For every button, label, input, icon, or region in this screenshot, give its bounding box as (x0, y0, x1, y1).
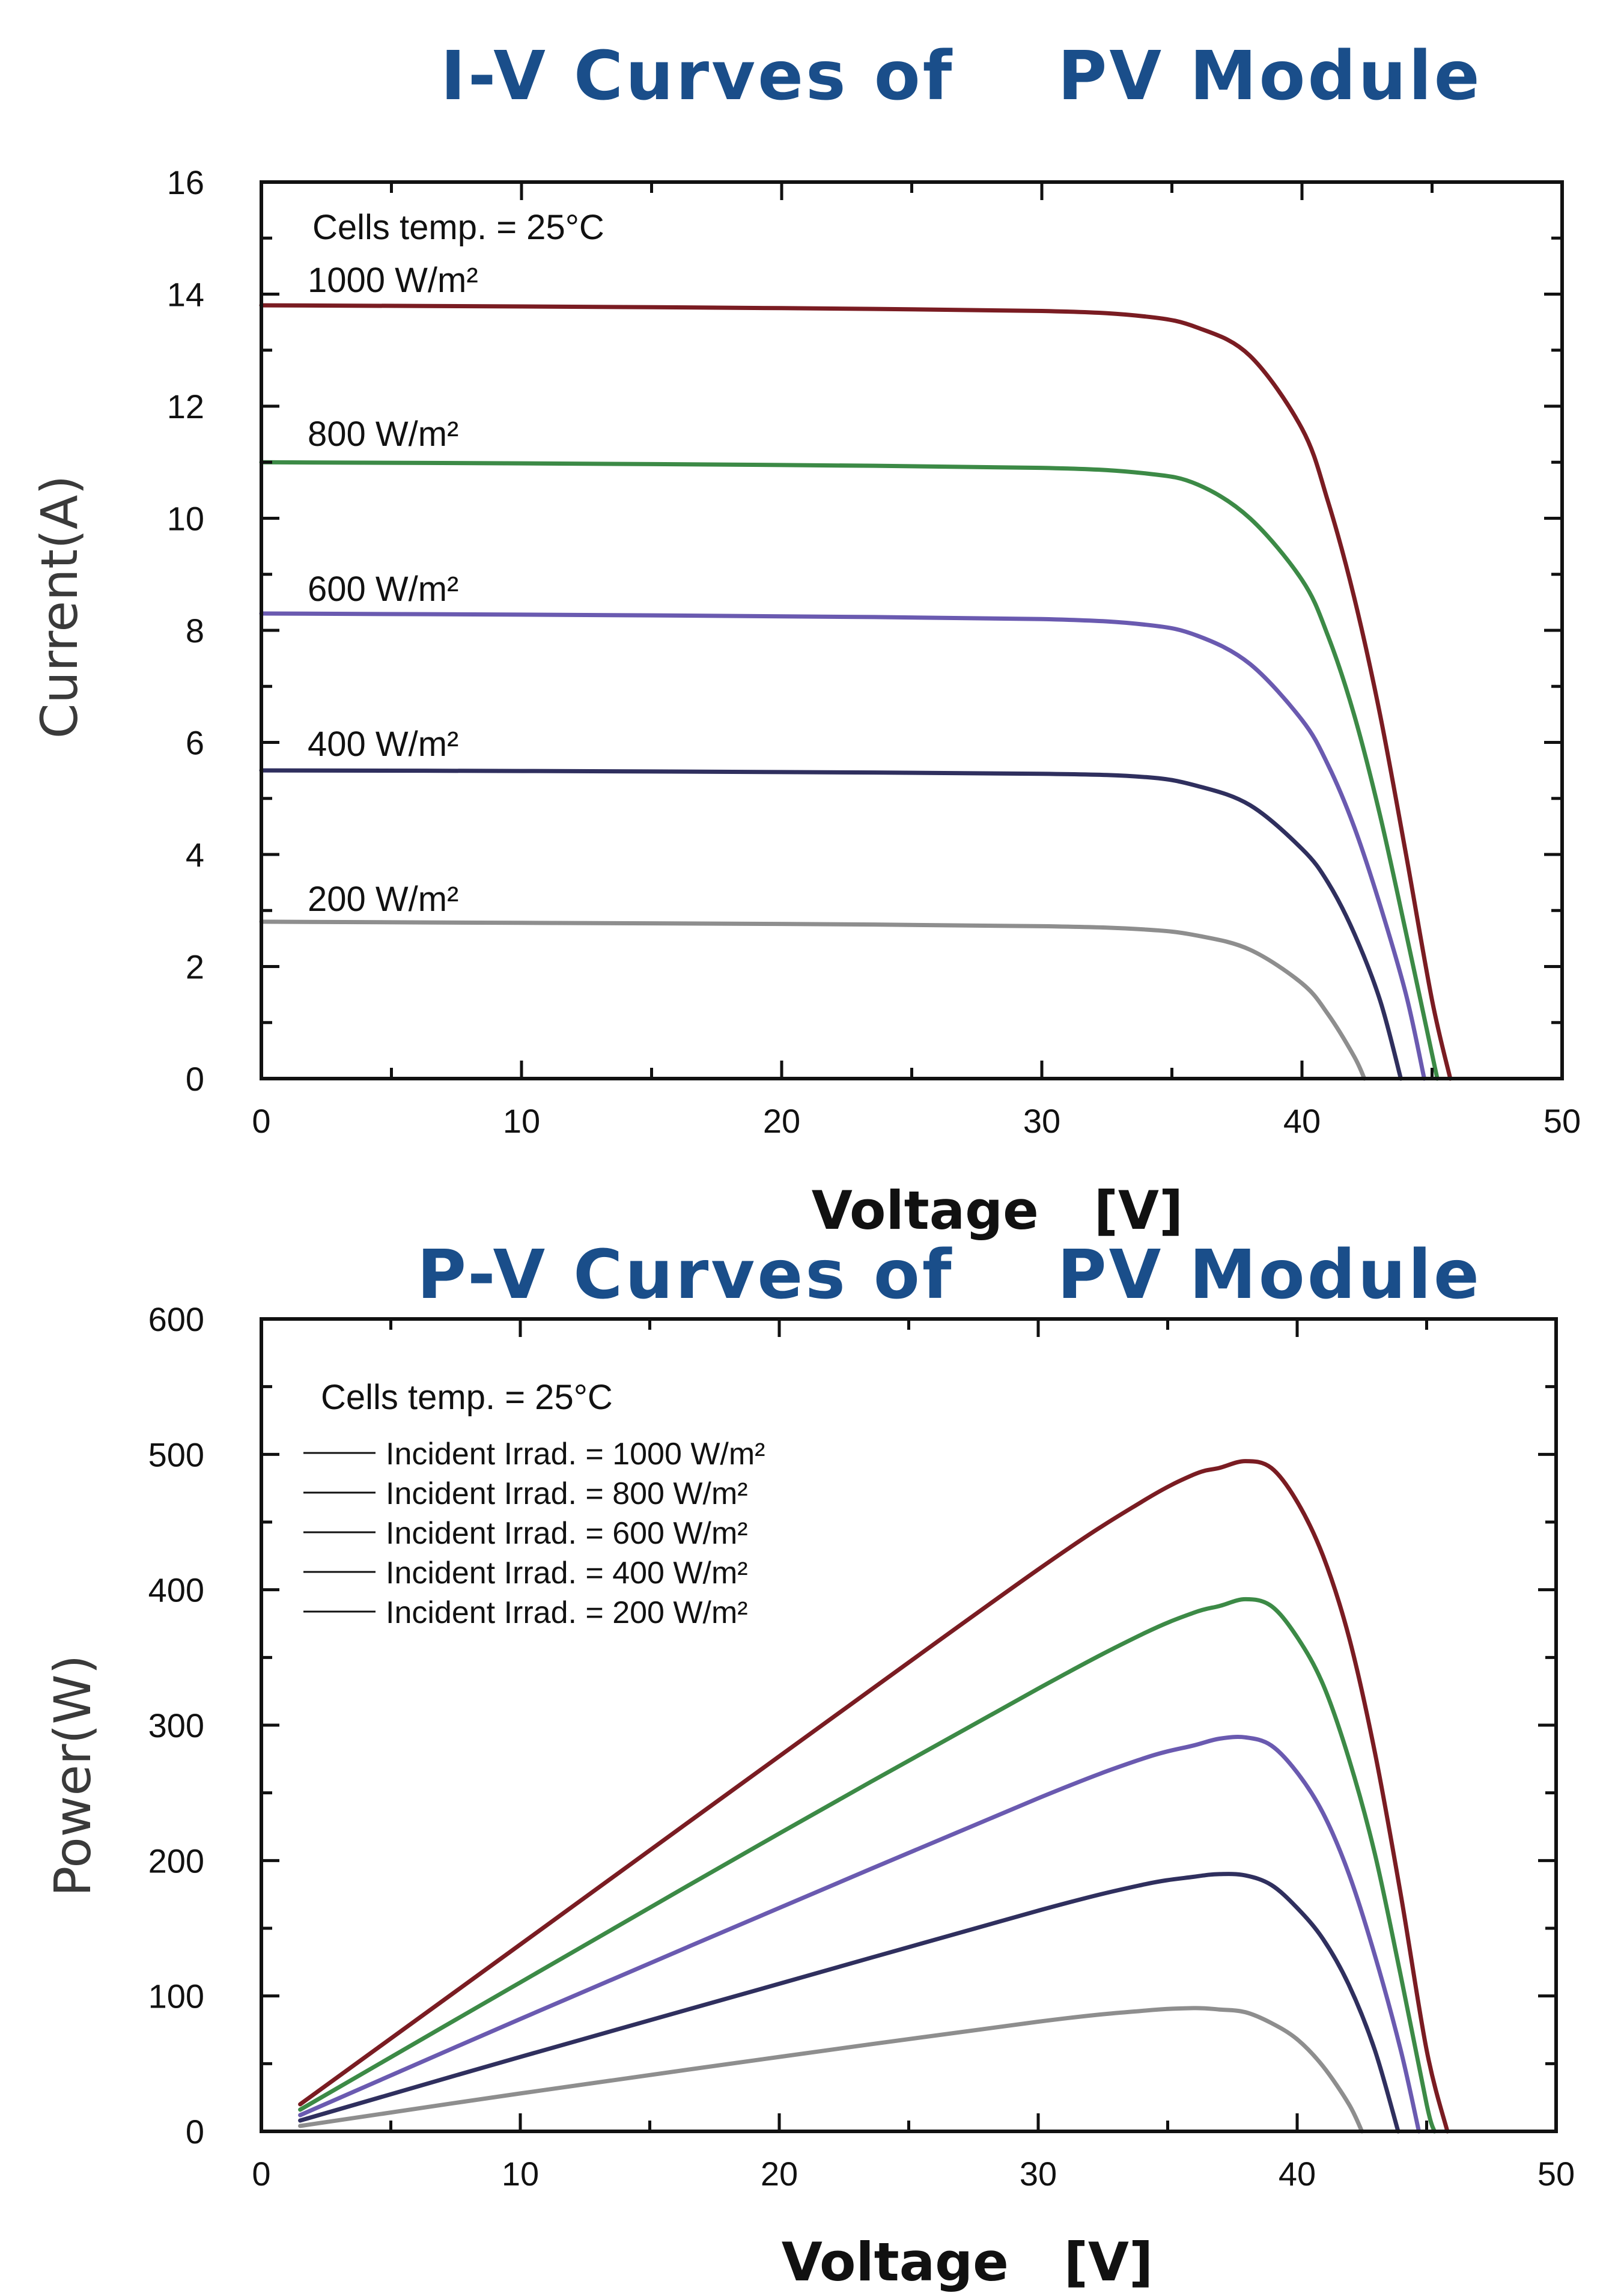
pv-series-line-1 (298, 1597, 1437, 2134)
iv-x-tick-label: 30 (1023, 1102, 1060, 1140)
iv-annotation-temp: Cells temp. = 25°C (312, 208, 604, 247)
iv-series-label-600: 600 W/m² (308, 570, 458, 609)
iv-series-label-200: 200 W/m² (308, 880, 458, 919)
iv-series-line-3 (259, 768, 1403, 1081)
iv-series-label-400: 400 W/m² (308, 725, 458, 764)
iv-series-line-4 (259, 919, 1367, 1081)
pv-y-tick-label: 600 (148, 1300, 204, 1338)
iv-y-tick-label: 14 (167, 276, 204, 314)
iv-y-tick-label: 4 (186, 836, 204, 874)
iv-y-tick-label: 16 (167, 163, 204, 201)
pv-legend-entry-600: Incident Irrad. = 600 W/m² (386, 1516, 748, 1551)
iv-x-tick-label: 20 (763, 1102, 800, 1140)
pv-series-line-2 (298, 1735, 1422, 2134)
iv-x-axis-label: Voltage [V] (812, 1180, 1184, 1241)
iv-y-tick-label: 0 (186, 1060, 204, 1098)
pv-y-tick-label: 200 (148, 1842, 204, 1880)
iv-x-tick-label: 10 (503, 1102, 540, 1140)
iv-series-line-0 (259, 303, 1453, 1081)
pv-x-tick-label: 50 (1537, 2155, 1575, 2193)
pv-x-tick-label: 0 (252, 2155, 270, 2193)
pv-series-line-0 (298, 1459, 1450, 2134)
iv-x-tick-label: 40 (1283, 1102, 1321, 1140)
pv-y-axis-label: Power(W) (43, 1655, 102, 1897)
pv-x-tick-label: 20 (761, 2155, 798, 2193)
pv-y-tick-label: 300 (148, 1707, 204, 1744)
iv-series-line-1 (259, 460, 1440, 1081)
pv-series-line-3 (298, 1872, 1401, 2134)
pv-x-tick-label: 10 (502, 2155, 539, 2193)
pv-legend-entry-1000: Incident Irrad. = 1000 W/m² (386, 1437, 765, 1472)
pv-legend-entry-400: Incident Irrad. = 400 W/m² (386, 1556, 748, 1591)
pv-annotation-temp: Cells temp. = 25°C (321, 1378, 613, 1417)
pv-x-tick-label: 40 (1279, 2155, 1316, 2193)
iv-plot-frame (260, 180, 1564, 1080)
pv-x-axis-label: Voltage [V] (782, 2231, 1154, 2293)
iv-y-tick-label: 6 (186, 724, 204, 762)
pv-y-tick-label: 400 (148, 1571, 204, 1609)
pv-legend-entry-200: Incident Irrad. = 200 W/m² (386, 1595, 748, 1630)
iv-y-tick-label: 8 (186, 612, 204, 650)
pv-chart: P-V Curves of PV Module Power(W) Voltage… (43, 1236, 1575, 2293)
iv-series-label-800: 800 W/m² (308, 415, 458, 454)
pv-series-line-4 (298, 2006, 1364, 2134)
pv-legend: Incident Irrad. = 1000 W/m² Incident Irr… (303, 1437, 765, 1630)
iv-y-axis-label: Current(A) (30, 475, 89, 739)
iv-series-line-2 (259, 611, 1426, 1081)
iv-chart-title: I-V Curves of PV Module (440, 37, 1482, 115)
pv-x-tick-label: 30 (1020, 2155, 1057, 2193)
iv-y-tick-label: 12 (167, 388, 204, 425)
iv-x-tick-label: 50 (1544, 1102, 1581, 1140)
iv-y-tick-label: 10 (167, 500, 204, 538)
iv-y-tick-label: 2 (186, 948, 204, 986)
pv-y-tick-label: 500 (148, 1436, 204, 1473)
iv-series-label-1000: 1000 W/m² (308, 261, 478, 300)
iv-chart: I-V Curves of PV Module Current(A) Volta… (30, 37, 1581, 1241)
pv-legend-entry-800: Incident Irrad. = 800 W/m² (386, 1476, 748, 1511)
pv-y-tick-label: 100 (148, 1978, 204, 2015)
iv-x-tick-label: 0 (252, 1102, 270, 1140)
pv-y-tick-label: 0 (186, 2113, 204, 2151)
pv-chart-title: P-V Curves of PV Module (417, 1236, 1482, 1314)
